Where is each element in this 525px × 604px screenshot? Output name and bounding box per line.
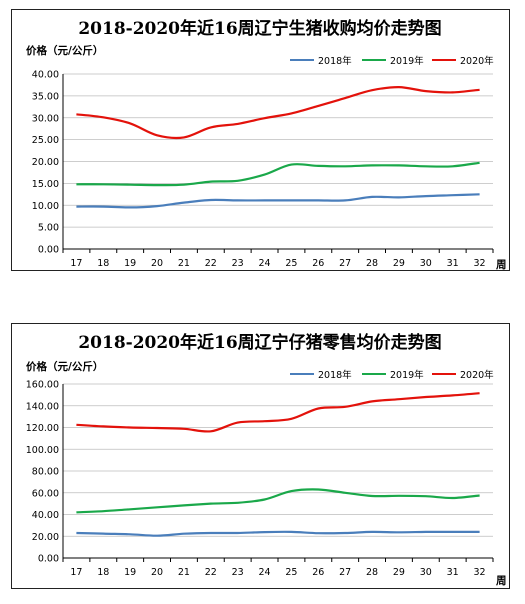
x-tick-label: 21 [178,258,190,269]
x-tick-label: 28 [366,567,378,578]
x-tick-label: 23 [232,258,244,269]
x-tick-label: 26 [312,567,324,578]
y-tick-label: 0.00 [38,554,59,565]
x-tick-label: 27 [339,567,351,578]
x-tick-label: 21 [178,567,190,578]
y-tick-label: 40.00 [32,510,59,521]
series-line-2018年 [76,193,480,209]
y-axis-label: 价格（元/公斤） [26,360,103,373]
x-tick-label: 23 [232,567,244,578]
y-tick-label: 0.00 [38,245,59,256]
x-tick-label: 30 [420,567,432,578]
x-tick-label: 22 [205,258,217,269]
chart-panel-piglet-price: 2018-2020年近16周辽宁仔猪零售均价走势图 价格（元/公斤） 2018年… [11,323,510,589]
x-tick-label: 29 [393,567,405,578]
x-tick-label: 32 [474,258,486,269]
y-tick-label: 20.00 [32,157,59,168]
x-tick-label: 18 [97,567,109,578]
x-tick-label: 24 [259,258,271,269]
legend-label-2019: 2019年 [390,369,424,381]
x-tick-label: 22 [205,567,217,578]
y-tick-label: 60.00 [32,488,59,499]
y-tick-label: 15.00 [32,179,59,190]
y-tick-label: 100.00 [26,445,59,456]
y-tick-label: 10.00 [32,201,59,212]
y-tick-label: 40.00 [32,70,59,81]
x-axis-label: 周 [496,259,507,270]
legend-label-2018: 2018年 [318,55,352,67]
x-tick-label: 17 [70,258,82,269]
x-tick-label: 29 [393,258,405,269]
y-tick-label: 35.00 [32,91,59,102]
chart-svg-piglet-price: 2018-2020年近16周辽宁仔猪零售均价走势图 价格（元/公斤） 2018年… [26,332,507,587]
y-tick-label: 5.00 [38,223,59,234]
x-axis-label: 周 [496,575,507,587]
x-tick-label: 24 [259,567,271,578]
series-line-2020年 [76,85,480,140]
series-line-2019年 [76,161,480,187]
legend-label-2018: 2018年 [318,369,352,381]
legend-label-2020: 2020年 [460,369,494,381]
y-tick-label: 25.00 [32,135,59,146]
chart-panel-buy-price: 2018-2020年近16周辽宁生猪收购均价走势图 价格（元/公斤） 2018年… [11,9,510,271]
x-tick-label: 31 [447,258,459,269]
chart-title: 2018-2020年近16周辽宁仔猪零售均价走势图 [78,332,441,353]
x-tick-label: 18 [97,258,109,269]
series-line-2020年 [76,392,480,433]
y-tick-label: 140.00 [26,401,59,412]
x-tick-label: 28 [366,258,378,269]
series-line-2018年 [76,530,480,537]
legend: 2018年 2019年 2020年 [290,369,494,381]
x-tick-label: 30 [420,258,432,269]
chart-title: 2018-2020年近16周辽宁生猪收购均价走势图 [78,18,441,39]
x-tick-label: 20 [151,567,163,578]
legend: 2018年 2019年 2020年 [290,55,494,67]
x-tick-label: 25 [285,567,297,578]
y-tick-label: 80.00 [32,467,59,478]
x-tick-label: 17 [70,567,82,578]
x-tick-label: 19 [124,258,136,269]
x-tick-label: 32 [474,567,486,578]
legend-label-2019: 2019年 [390,55,424,67]
y-axis-label: 价格（元/公斤） [26,44,103,57]
series-line-2019年 [76,488,480,514]
x-tick-label: 27 [339,258,351,269]
x-tick-label: 31 [447,567,459,578]
y-tick-label: 30.00 [32,113,59,124]
x-tick-label: 25 [285,258,297,269]
x-tick-label: 26 [312,258,324,269]
chart-svg-buy-price: 2018-2020年近16周辽宁生猪收购均价走势图 价格（元/公斤） 2018年… [26,18,507,270]
y-tick-label: 160.00 [26,380,59,391]
legend-label-2020: 2020年 [460,55,494,67]
x-tick-label: 20 [151,258,163,269]
y-tick-label: 120.00 [26,423,59,434]
y-tick-label: 20.00 [32,532,59,543]
x-tick-label: 19 [124,567,136,578]
